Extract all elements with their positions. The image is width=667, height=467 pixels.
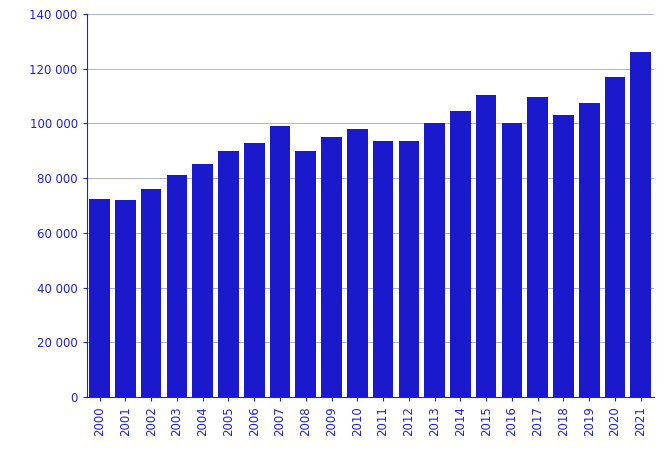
Bar [192, 164, 213, 397]
Bar [167, 176, 187, 397]
Bar [476, 95, 496, 397]
Bar [553, 115, 574, 397]
Bar [347, 129, 368, 397]
Bar [528, 98, 548, 397]
Bar [141, 189, 161, 397]
Bar [218, 151, 239, 397]
Bar [321, 137, 342, 397]
Bar [244, 142, 265, 397]
Bar [450, 111, 471, 397]
Bar [373, 141, 394, 397]
Bar [630, 52, 651, 397]
Bar [295, 151, 316, 397]
Bar [605, 77, 626, 397]
Bar [89, 198, 110, 397]
Bar [115, 200, 135, 397]
Bar [269, 126, 290, 397]
Bar [502, 123, 522, 397]
Bar [579, 103, 600, 397]
Bar [424, 123, 445, 397]
Bar [399, 141, 419, 397]
